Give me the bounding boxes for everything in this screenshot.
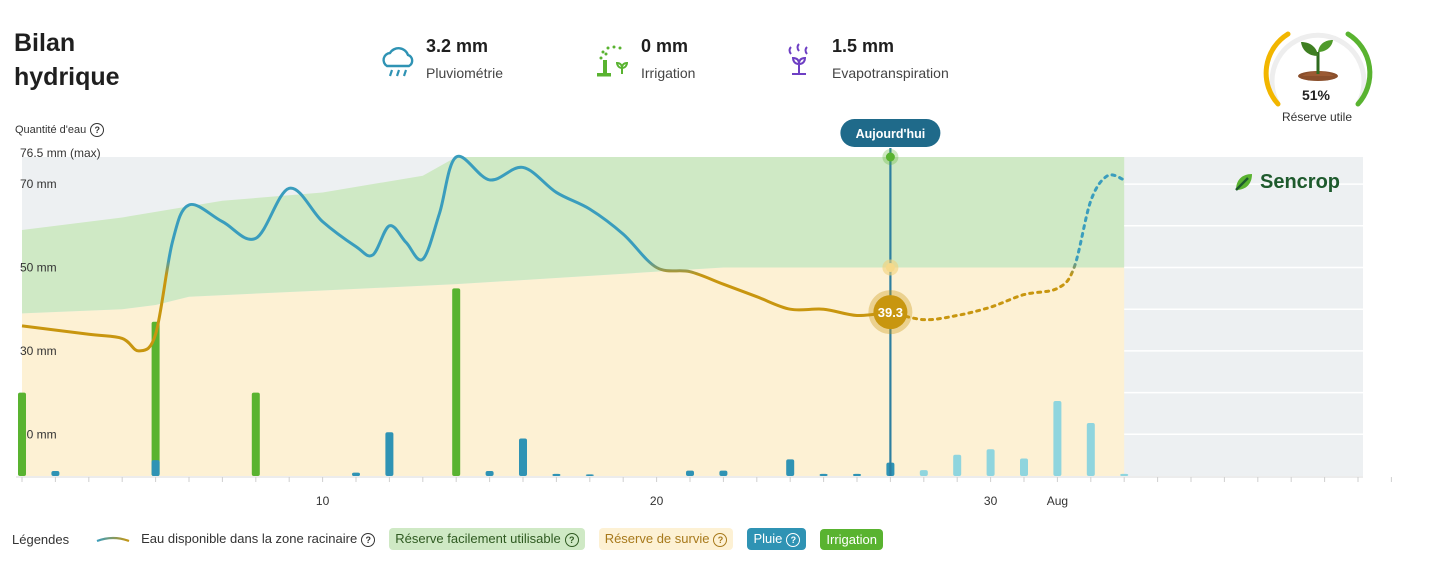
water-line-forecast: [888, 173, 1126, 322]
rain-bar: [719, 470, 728, 476]
rain-forecast-bar: [986, 449, 995, 476]
rain-bar: [853, 473, 861, 476]
irrigation-bar: [18, 392, 26, 476]
water-line-observed: [21, 154, 891, 353]
plant-sprout-icon: [1298, 40, 1338, 81]
x-tick-label: 10: [316, 494, 330, 508]
rain-bar: [352, 472, 360, 476]
y-tick-label: 30 mm: [20, 344, 57, 358]
legend-water-line[interactable]: Eau disponible dans la zone racinaire?: [141, 531, 376, 547]
stat-irrigation: 0 mm Irrigation: [595, 36, 695, 81]
rain-forecast-bar: [1086, 423, 1095, 476]
rain-bar: [519, 438, 527, 476]
today-max-dot: [885, 152, 895, 162]
irrigation-bar: [452, 288, 461, 476]
x-tick-label: 30: [984, 494, 998, 508]
rain-bar: [552, 473, 561, 476]
irrigation-bar: [251, 392, 260, 476]
help-icon[interactable]: ?: [361, 532, 376, 547]
legend-irrigation[interactable]: Irrigation: [820, 528, 883, 550]
x-tick-label: Aug: [1047, 494, 1068, 508]
help-icon[interactable]: ?: [564, 532, 579, 547]
y-tick-label: 50 mm: [20, 261, 57, 275]
y-tick-label: 70 mm: [20, 177, 57, 191]
gauge-label: Réserve utile: [1281, 110, 1353, 124]
rain-bar: [585, 474, 594, 476]
rain-forecast-bar: [1020, 458, 1028, 476]
legend-rain[interactable]: Pluie?: [747, 528, 807, 550]
survival-zone: [22, 267, 1125, 476]
today-pill-label: Aujourd'hui: [856, 127, 926, 141]
today-value-dot: [873, 295, 908, 330]
evapotranspiration-value: 1.5 mm: [832, 36, 895, 56]
water-balance-chart: 10 mm 30 mm 50 mm 70 mm 76.5 mm (max) 10 20 30 A…: [16, 119, 1392, 508]
stat-rainfall: 3.2 mm Pluviométrie: [378, 36, 503, 81]
y-tick-label: 10 mm: [20, 427, 57, 441]
evapotranspiration-label: Evapotranspiration: [832, 65, 949, 81]
brand-logo: Sencrop: [1232, 170, 1340, 194]
today-threshold-dot: [885, 263, 895, 273]
legend-line-swatch: [96, 536, 130, 543]
rain-bar: [151, 460, 160, 476]
rain-bar: [385, 432, 394, 476]
help-icon[interactable]: ?: [90, 123, 105, 137]
rainfall-label: Pluviométrie: [426, 65, 504, 81]
legend-ru-zone[interactable]: Réserve facilement utilisable?: [389, 528, 585, 550]
help-icon[interactable]: ?: [786, 532, 801, 547]
rain-forecast-bar: [953, 454, 962, 476]
evapotranspiration-icon: [788, 43, 808, 75]
rain-cloud-icon: [382, 47, 414, 77]
reserve-gauge: [1263, 31, 1373, 107]
gauge-percent: 51%: [1301, 87, 1331, 103]
x-tick-label: 20: [650, 494, 664, 508]
sprinkler-icon: [597, 45, 629, 77]
rainfall-value: 3.2 mm: [426, 36, 489, 56]
rain-forecast-bar: [1053, 400, 1062, 476]
rain-bar: [485, 470, 494, 476]
irrigation-bar: [151, 321, 160, 476]
rain-bar: [51, 470, 60, 476]
rain-forecast-bar: [919, 470, 928, 476]
y-tick-label: 76.5 mm (max): [20, 146, 101, 160]
rain-forecast-bar: [1120, 473, 1129, 476]
rain-bar: [819, 473, 828, 476]
legend-survival-zone[interactable]: Réserve de survie?: [598, 528, 734, 550]
rain-bar: [686, 470, 694, 476]
irrigation-value: 0 mm: [641, 36, 689, 56]
legend: Légendes Eau disponible dans la zone rac…: [12, 528, 897, 550]
rain-bar: [786, 459, 795, 476]
legend-title: Légendes: [12, 531, 70, 547]
y-axis-title: Quantité d'eau?: [15, 123, 105, 137]
irrigation-label: Irrigation: [641, 65, 696, 81]
sencrop-leaf-icon: [1235, 174, 1252, 191]
help-icon[interactable]: ?: [713, 532, 728, 547]
page-title: Bilan hydrique: [14, 29, 120, 91]
today-pill: [840, 119, 941, 147]
stat-evapotranspiration: 1.5 mm Evapotranspiration: [786, 36, 949, 81]
today-value-label: 39.3: [878, 305, 903, 320]
ru-zone: [22, 157, 1125, 314]
